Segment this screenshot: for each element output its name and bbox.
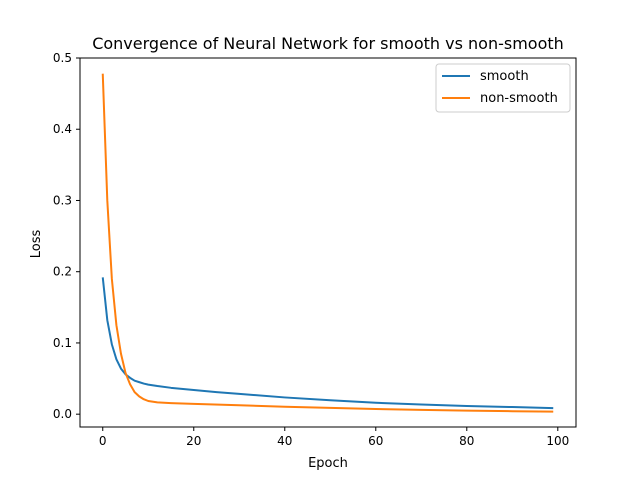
y-tick-label: 0.1 [53,336,72,350]
x-tick-label: 0 [99,434,107,448]
y-tick-label: 0.0 [53,407,72,421]
x-axis-label: Epoch [308,456,348,471]
x-tick-label: 60 [368,434,383,448]
legend-label-non-smooth: non-smooth [480,91,558,106]
legend-label-smooth: smooth [480,69,529,84]
legend: smooth non-smooth [436,64,570,112]
x-tick-label: 20 [186,434,201,448]
y-tick-label: 0.4 [53,122,72,136]
chart-title: Convergence of Neural Network for smooth… [92,34,564,53]
x-tick-label: 100 [546,434,569,448]
y-tick-label: 0.5 [53,51,72,65]
y-tick-label: 0.2 [53,265,72,279]
y-tick-label: 0.3 [53,193,72,207]
y-axis-label: Loss [29,230,44,259]
x-tick-label: 80 [459,434,474,448]
x-tick-label: 40 [277,434,292,448]
